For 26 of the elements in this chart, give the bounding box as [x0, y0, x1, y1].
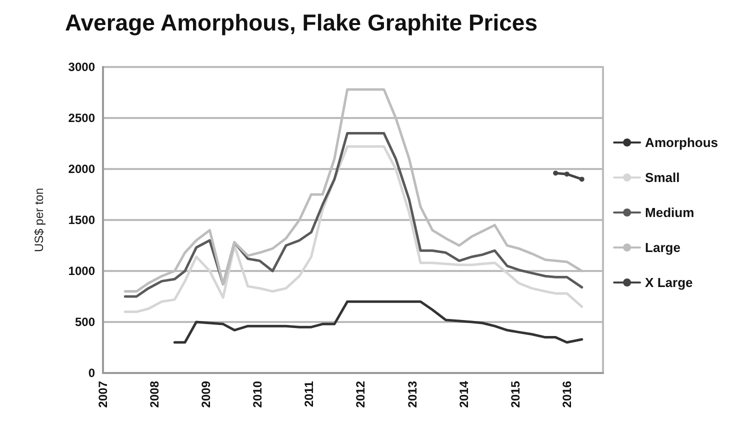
x-tick-label: 2013 — [405, 380, 420, 408]
x-tick-label: 2011 — [302, 380, 316, 408]
x-tick-label: 2007 — [96, 380, 110, 408]
x-tick-label: 2012 — [354, 380, 368, 408]
line-series — [124, 145, 584, 314]
legend-label: Amorphous — [645, 135, 718, 150]
line-series — [173, 300, 584, 344]
legend-label: Medium — [645, 205, 694, 220]
legend-label: Large — [645, 240, 680, 255]
legend-label: X Large — [645, 275, 693, 290]
chart-title: Average Amorphous, Flake Graphite Prices — [65, 10, 538, 36]
y-tick-label: 2000 — [68, 162, 96, 176]
y-tick-label: 1500 — [68, 213, 96, 227]
y-axis-title: US$ per ton — [32, 188, 46, 252]
y-tick-label: 0 — [88, 366, 96, 380]
x-tick-label: 2014 — [456, 380, 471, 408]
y-tick-label: 2500 — [68, 111, 96, 125]
x-tick-label: 2015 — [508, 380, 522, 408]
x-tick-label: 2010 — [250, 380, 265, 408]
legend-label: Small — [645, 170, 680, 185]
y-tick-label: 1000 — [68, 264, 96, 278]
x-tick-label: 2009 — [199, 380, 214, 408]
x-tick-label: 2016 — [560, 380, 574, 408]
y-tick-label: 3000 — [68, 60, 96, 74]
x-tick-label: 2008 — [148, 380, 162, 408]
y-tick-label: 500 — [74, 315, 96, 329]
